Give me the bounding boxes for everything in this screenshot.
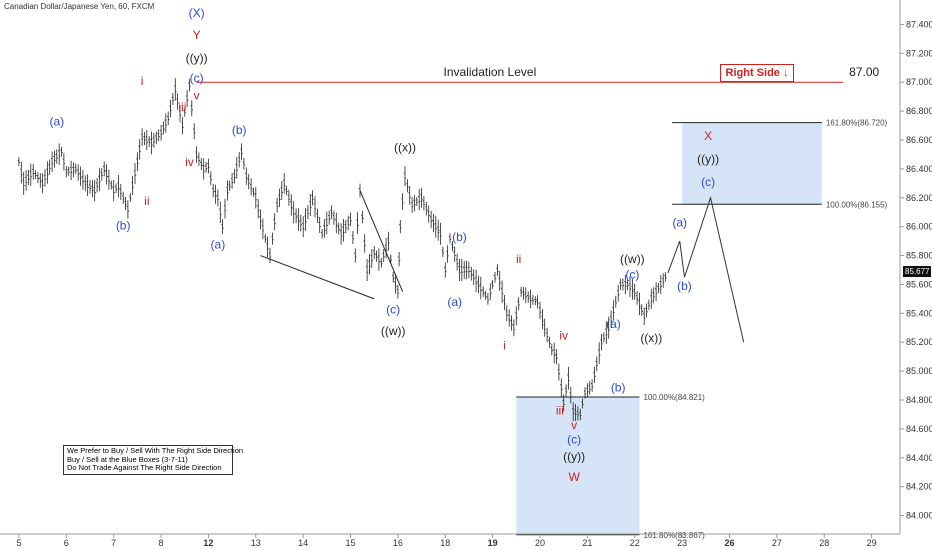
y-tick-label: 86.800 xyxy=(906,106,932,116)
wave-label: iii xyxy=(556,403,564,417)
wave-label: ((w)) xyxy=(381,324,406,338)
y-tick-label: 85.200 xyxy=(906,337,932,347)
invalidation-value: 87.00 xyxy=(849,65,879,79)
triangle-lower-line xyxy=(260,255,375,300)
y-tick-label: 86.600 xyxy=(906,135,932,145)
wave-label: (a) xyxy=(606,317,621,331)
fib-label: 161.80%(86.720) xyxy=(826,119,888,128)
fib-boxes: 161.80%(86.720) 100.00%(86.155) 100.00%(84… xyxy=(516,119,888,540)
wave-label: (a) xyxy=(50,115,65,129)
price-bars xyxy=(17,78,667,421)
wave-label: ii xyxy=(144,194,149,208)
wave-label: (b) xyxy=(452,230,467,244)
wave-label: (b) xyxy=(232,123,247,137)
x-tick-label: 23 xyxy=(677,538,687,548)
wave-label: ((y)) xyxy=(697,152,719,166)
wave-label: v xyxy=(194,89,200,103)
fib-label: 100.00%(84.821) xyxy=(643,393,705,402)
wave-label: W xyxy=(568,470,580,484)
note-line: We Prefer to Buy / Sell With The Right S… xyxy=(67,446,244,455)
annotation-lines: Invalidation Level 87.00 xyxy=(196,65,880,300)
x-tick-label: 12 xyxy=(203,538,213,548)
wave-label: iv xyxy=(559,328,568,342)
wave-labels: (X)Y((y))(c)viiiiviii(a)(b)(b)(a)((x))(c… xyxy=(50,6,720,484)
x-tick-label: 20 xyxy=(535,538,545,548)
fib-label: 100.00%(86.155) xyxy=(826,200,888,209)
y-tick-label: 87.400 xyxy=(906,19,932,29)
x-tick-label: 22 xyxy=(630,538,640,548)
wave-label: (b) xyxy=(677,279,692,293)
invalidation-label: Invalidation Level xyxy=(444,65,537,79)
wave-label: (a) xyxy=(447,295,462,309)
y-tick-label: 85.400 xyxy=(906,308,932,318)
wave-label: (a) xyxy=(672,216,687,230)
x-tick-label: 5 xyxy=(16,538,21,548)
wave-label: ((x)) xyxy=(640,331,662,345)
projection-path xyxy=(667,195,745,343)
x-tick-label: 18 xyxy=(440,538,450,548)
wave-label: (X) xyxy=(189,6,205,20)
wave-label: (b) xyxy=(611,380,626,394)
x-tick-label: 8 xyxy=(159,538,164,548)
y-tick-label: 85.800 xyxy=(906,251,932,261)
y-tick-label: 84.600 xyxy=(906,424,932,434)
y-tick-label: 85.600 xyxy=(906,279,932,289)
upper-target-box xyxy=(682,122,822,205)
x-tick-label: 27 xyxy=(772,538,782,548)
wave-label: (c) xyxy=(386,302,400,316)
y-tick-label: 87.000 xyxy=(906,77,932,87)
wave-label: Y xyxy=(193,28,201,42)
y-tick-label: 86.400 xyxy=(906,164,932,174)
wave-label: (c) xyxy=(701,175,715,189)
y-tick-label: 84.000 xyxy=(906,511,932,521)
wave-label: ii xyxy=(516,252,521,266)
y-tick-label: 87.200 xyxy=(906,48,932,58)
wave-label: v xyxy=(571,418,577,432)
note-line: Do Not Trade Against The Right Side Dire… xyxy=(67,463,222,472)
x-tick-label: 7 xyxy=(111,538,116,548)
wave-label: ((y)) xyxy=(186,51,208,65)
y-tick-label: 84.200 xyxy=(906,482,932,492)
triangle-upper-line xyxy=(359,190,404,292)
wave-label: (a) xyxy=(211,237,226,251)
y-tick-label: 84.400 xyxy=(906,453,932,463)
wave-label: i xyxy=(503,338,506,352)
x-tick-label: 16 xyxy=(393,538,403,548)
wave-label: X xyxy=(704,129,712,143)
right-side-badge: Right Side ↓ xyxy=(720,64,794,82)
fib-label: 161.80%(83.867) xyxy=(643,531,705,540)
wave-label: (c) xyxy=(567,432,581,446)
y-tick-label: 86.000 xyxy=(906,222,932,232)
wave-label: ((w)) xyxy=(620,252,645,266)
x-tick-label: 28 xyxy=(819,538,829,548)
x-tick-label: 14 xyxy=(298,538,308,548)
wave-label: iv xyxy=(185,155,194,169)
wave-label: (b) xyxy=(116,219,131,233)
y-tick-label: 84.800 xyxy=(906,395,932,405)
wave-label: iii xyxy=(178,100,186,114)
x-tick-label: 26 xyxy=(724,538,734,548)
trading-notes: We Prefer to Buy / Sell With The Right S… xyxy=(63,445,244,475)
y-tick-label: 85.000 xyxy=(906,366,932,376)
wave-label: (c) xyxy=(190,71,204,85)
x-tick-label: 13 xyxy=(251,538,261,548)
y-tick-label: 86.200 xyxy=(906,193,932,203)
last-price-tag: 85.677 xyxy=(903,266,932,277)
price-series xyxy=(17,78,745,421)
wave-label: ((y)) xyxy=(563,450,585,464)
symbol-title: Canadian Dollar/Japanese Yen, 60, FXCM xyxy=(4,2,155,11)
wave-label: i xyxy=(141,74,144,88)
note-line: Buy / Sell at the Blue Boxes (3-7-11) xyxy=(67,454,188,464)
x-tick-label: 21 xyxy=(582,538,592,548)
x-tick-label: 6 xyxy=(64,538,69,548)
x-tick-label: 19 xyxy=(488,538,498,548)
x-tick-label: 15 xyxy=(346,538,356,548)
wave-label: ((x)) xyxy=(394,141,416,155)
x-tick-label: 29 xyxy=(867,538,877,548)
wave-label: (c) xyxy=(625,268,639,282)
